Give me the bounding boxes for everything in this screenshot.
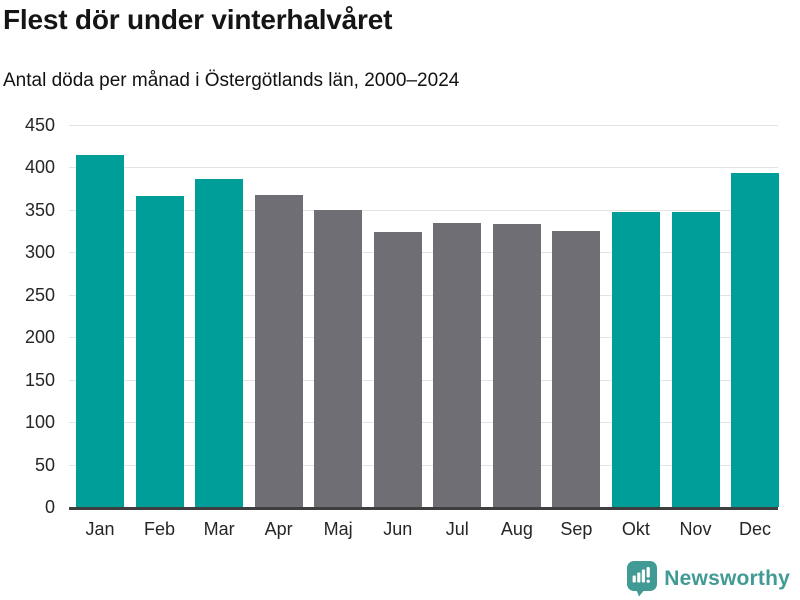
gridline-200 — [69, 337, 778, 339]
x-axis-baseline — [69, 507, 778, 510]
y-tick-label-300: 300 — [24, 242, 55, 263]
x-tick-label-feb: Feb — [144, 519, 176, 539]
gridline-300 — [69, 252, 778, 254]
x-tick-label-aug: Aug — [500, 519, 533, 539]
y-tick-label-450: 450 — [24, 115, 55, 135]
x-tick-label-mar: Mar — [203, 519, 235, 539]
newsworthy-wordmark: Newsworthy — [664, 567, 790, 590]
x-tick-label-dec: Dec — [739, 519, 772, 539]
bar-nov — [671, 211, 720, 507]
y-tick-label-350: 350 — [24, 199, 55, 220]
y-tick-label-400: 400 — [24, 157, 55, 178]
x-tick-label-sep: Sep — [560, 519, 593, 539]
plot-area — [69, 125, 780, 507]
x-tick-label-jan: Jan — [85, 519, 115, 539]
newsworthy-logo[interactable]: Newsworthy — [627, 561, 790, 597]
bar-jun — [373, 231, 422, 507]
y-tick-label-150: 150 — [24, 369, 55, 390]
y-tick-label-250: 250 — [24, 284, 55, 305]
y-tick-label-100: 100 — [24, 412, 55, 433]
x-tick-label-okt: Okt — [621, 519, 650, 539]
y-tick-label-200: 200 — [24, 327, 55, 348]
bar-sep — [552, 231, 601, 507]
bar-mar — [195, 179, 244, 507]
chart-title: Flest dör under vinterhalvåret — [3, 4, 393, 35]
gridline-250 — [69, 294, 778, 296]
bar-jul — [433, 222, 482, 507]
bar-dec — [731, 172, 780, 507]
y-tick-label-0: 0 — [44, 497, 55, 517]
newsworthy-chart-bubble-icon — [627, 561, 658, 597]
gridline-350 — [69, 209, 778, 211]
gridline-400 — [69, 167, 778, 169]
x-tick-label-jun: Jun — [383, 519, 413, 539]
bar-apr — [254, 195, 303, 507]
gridline-100 — [69, 422, 778, 424]
x-tick-label-maj: Maj — [323, 519, 353, 539]
x-tick-label-apr: Apr — [264, 519, 293, 539]
bar-aug — [492, 224, 541, 507]
bar-jan — [76, 154, 124, 507]
gridline-50 — [69, 464, 778, 466]
gridline-150 — [69, 379, 778, 381]
x-tick-label-nov: Nov — [679, 519, 712, 539]
bar-feb — [135, 196, 184, 507]
chart-subtitle: Antal döda per månad i Östergötlands län… — [3, 70, 460, 91]
y-tick-label-50: 50 — [34, 454, 55, 475]
gridline-450 — [69, 125, 778, 126]
bar-okt — [611, 212, 660, 507]
bar-maj — [314, 209, 363, 507]
x-tick-label-jul: Jul — [445, 519, 469, 539]
